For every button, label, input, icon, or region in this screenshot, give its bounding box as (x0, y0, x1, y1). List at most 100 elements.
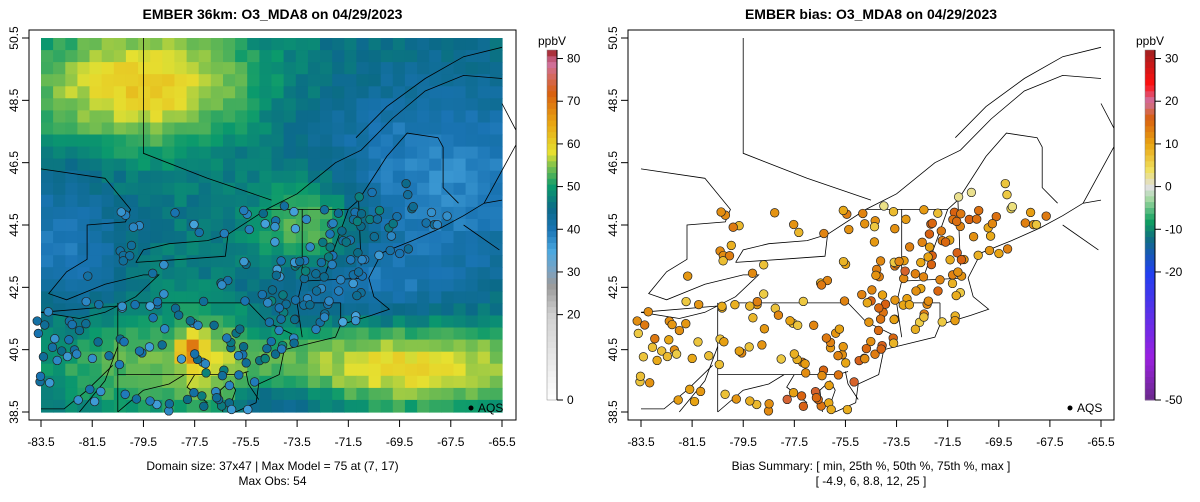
aqs-station-point (131, 394, 142, 404)
aqs-station-point (305, 242, 315, 252)
colorbar-segment (1145, 90, 1155, 98)
model-grid-cell (368, 62, 382, 75)
model-grid-cell (283, 110, 297, 124)
model-grid-cell (235, 158, 248, 172)
model-grid-cell (332, 122, 345, 136)
colorbar-segment (1145, 242, 1155, 249)
model-grid-cell (417, 146, 430, 160)
model-grid-cell (101, 315, 115, 329)
aqs-station-point (798, 401, 809, 411)
chart-subtitle-line: Bias Summary: [ min, 25th %, 50th %, 75t… (732, 459, 1011, 473)
colorbar-segment (547, 347, 557, 354)
model-grid-cell (138, 86, 151, 99)
model-grid-cell (380, 267, 394, 280)
model-grid-cell (89, 110, 103, 124)
model-grid-cell (283, 50, 297, 63)
model-grid-cell (198, 243, 212, 256)
model-grid-cell (113, 399, 127, 413)
model-grid-cell (283, 243, 297, 256)
model-grid-cell (453, 219, 467, 232)
plot-area (632, 38, 1114, 416)
model-grid-cell (125, 363, 139, 377)
model-grid-cell (247, 134, 260, 148)
aqs-station-point (157, 340, 167, 350)
model-grid-cell (138, 38, 151, 51)
model-grid-cell (77, 74, 91, 87)
model-grid-cell (138, 206, 151, 220)
model-grid-cell (53, 279, 66, 292)
aqs-station-point (800, 359, 810, 369)
model-grid-cell (186, 50, 200, 63)
model-grid-cell (392, 363, 406, 377)
model-grid-cell (489, 375, 503, 389)
model-grid-cell (186, 74, 200, 87)
model-grid-cell (368, 146, 382, 160)
model-grid-cell (320, 363, 333, 377)
model-grid-cell (404, 339, 418, 353)
model-grid-cell (101, 158, 115, 172)
aqs-station-point (352, 290, 362, 301)
model-grid-cell (477, 182, 491, 196)
model-grid-cell (113, 110, 127, 124)
aqs-station-point (745, 301, 755, 311)
colorbar-segment (547, 394, 557, 401)
model-grid-cell (53, 146, 66, 160)
model-grid-cell (210, 110, 224, 124)
model-grid-cell (41, 98, 54, 111)
colorbar-segment (547, 265, 557, 273)
model-grid-cell (332, 134, 345, 148)
aqs-station-point (681, 296, 691, 307)
model-grid-cell (162, 122, 175, 136)
model-grid-cell (368, 134, 382, 148)
aqs-station-point (270, 237, 280, 247)
aqs-station-point (730, 300, 740, 310)
model-grid-cell (453, 255, 467, 268)
model-grid-cell (41, 86, 54, 99)
aqs-station-point (917, 237, 927, 247)
model-grid-cell (65, 182, 78, 196)
model-grid-cell (186, 158, 200, 172)
model-grid-cell (210, 327, 224, 341)
model-grid-cell (223, 146, 236, 160)
model-grid-cell (417, 351, 430, 365)
model-grid-cell (125, 62, 139, 75)
model-grid-cell (125, 182, 139, 196)
colorbar-segment (1145, 312, 1155, 319)
colorbar-segment (547, 195, 557, 203)
model-grid-cell (368, 194, 382, 208)
model-grid-cell (198, 255, 212, 268)
y-tick-label: 50.5 (7, 26, 21, 50)
aqs-station-point (32, 316, 42, 326)
aqs-station-point (244, 224, 254, 235)
model-grid-cell (259, 122, 273, 136)
aqs-station-point (717, 301, 727, 311)
model-grid-cell (453, 267, 467, 280)
aqs-station-point (117, 301, 127, 311)
aqs-station-point (325, 229, 335, 239)
model-grid-cell (441, 399, 454, 413)
aqs-station-point (289, 338, 299, 348)
model-grid-cell (150, 98, 163, 111)
model-grid-cell (368, 351, 382, 365)
chart-subtitle-line: Max Obs: 54 (238, 474, 306, 488)
model-grid-cell (41, 38, 54, 51)
model-grid-cell (380, 375, 394, 389)
model-grid-cell (89, 38, 103, 51)
model-grid-cell (247, 327, 260, 341)
colorbar-segment (1145, 137, 1155, 144)
aqs-station-point (374, 205, 385, 216)
aqs-station-point (770, 208, 780, 218)
aqs-station-point (933, 286, 943, 296)
model-grid-cell (392, 98, 406, 111)
model-grid-cell (125, 351, 139, 365)
model-grid-cell (307, 351, 321, 365)
model-grid-cell (453, 158, 467, 172)
model-grid-cell (101, 86, 115, 99)
aqs-station-point (96, 386, 106, 397)
model-grid-cell (41, 158, 54, 172)
aqs-station-point (844, 224, 854, 235)
aqs-station-point (217, 371, 228, 381)
aqs-station-point (720, 389, 730, 399)
model-grid-cell (307, 206, 321, 220)
model-grid-cell (65, 255, 78, 268)
